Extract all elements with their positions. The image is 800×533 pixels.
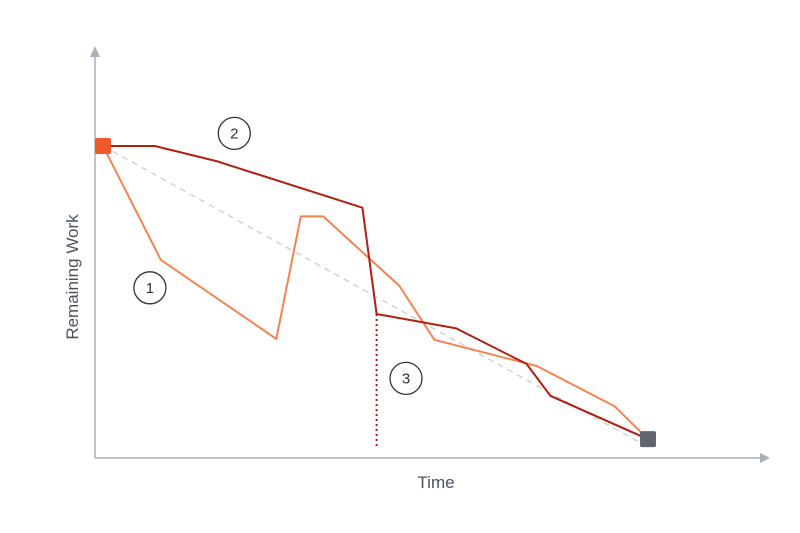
end-marker: [640, 431, 656, 448]
x-axis-arrow-icon: [760, 453, 770, 463]
y-axis-label: Remaining Work: [63, 214, 82, 340]
annotation-label: 3: [402, 370, 410, 387]
annotation-circle: [133, 271, 167, 305]
annotation-label: 2: [230, 125, 238, 142]
annotation-badge: 1: [133, 271, 167, 305]
annotation-label: 1: [146, 280, 154, 297]
x-axis-label: Time: [417, 473, 454, 492]
series-ideal: [102, 145, 649, 448]
annotation-circle: [217, 116, 251, 151]
series-line2: [103, 145, 649, 441]
marker-layer: [95, 138, 656, 448]
start-marker: [95, 138, 111, 154]
series-layer: [102, 145, 649, 448]
annotation-circle: [389, 361, 423, 396]
y-axis-arrow-icon: [90, 46, 100, 57]
series-line1: [102, 145, 649, 440]
annotation-badge: 3: [389, 361, 423, 396]
annotation-badge: 2: [217, 116, 251, 151]
axes: [90, 46, 770, 463]
annotation-layer: 1 2 3: [133, 116, 423, 396]
